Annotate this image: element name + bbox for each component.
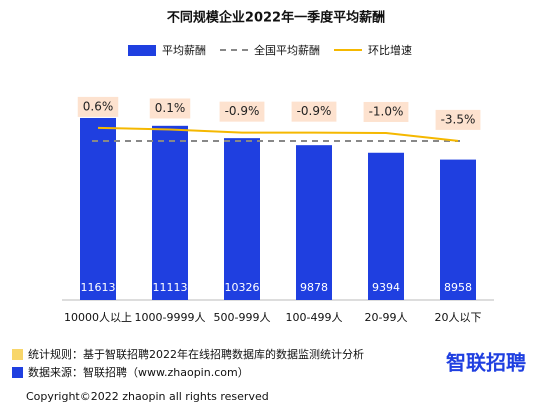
bar (224, 138, 260, 300)
note: 数据来源：智联招聘（www.zhaopin.com） (28, 365, 249, 379)
legend-swatch (128, 45, 156, 56)
rate-label-bg (77, 96, 119, 117)
rate-label-bg (435, 109, 481, 130)
rate-label: 0.6% (83, 99, 114, 113)
bar-label: 10326 (225, 281, 260, 294)
bar (368, 152, 404, 300)
rate-label: 0.1% (155, 101, 186, 115)
bar (152, 125, 188, 300)
legend-label: 平均薪酬 (162, 44, 206, 57)
bar-label: 9394 (372, 281, 400, 294)
legend-label: 全国平均薪酬 (254, 43, 320, 57)
x-tick-label: 1000-9999人 (135, 311, 206, 324)
bar-label: 11113 (153, 281, 188, 294)
bar-label: 11613 (81, 281, 116, 294)
bar (440, 159, 476, 300)
bar-label: 9878 (300, 281, 328, 294)
bar (80, 117, 116, 300)
bar (296, 145, 332, 300)
growth-line (97, 126, 459, 142)
note-marker (12, 349, 23, 360)
rate-label-bg (219, 101, 265, 122)
chart-title: 不同规模企业2022年一季度平均薪酬 (167, 10, 385, 26)
rate-label: -0.9% (225, 104, 260, 118)
legend-label: 环比增速 (368, 43, 412, 57)
logo: 智联招聘 (446, 351, 526, 375)
note-marker (12, 367, 23, 378)
x-tick-label: 20人以下 (435, 311, 482, 324)
x-tick-label: 100-499人 (286, 311, 343, 324)
note: 统计规则：基于智联招聘2022年在线招聘数据库的数据监测统计分析 (28, 347, 364, 361)
rate-label: -0.9% (297, 104, 332, 118)
x-tick-label: 500-999人 (214, 311, 271, 324)
rate-label-bg (291, 101, 337, 122)
rate-label-bg (149, 98, 191, 119)
rate-label: -3.5% (441, 112, 476, 126)
bar-label: 8958 (444, 281, 472, 294)
x-tick-label: 10000人以上 (64, 311, 132, 324)
rate-label-bg (363, 101, 409, 122)
rate-label: -1.0% (369, 104, 404, 118)
copyright: Copyright©2022 zhaopin all rights reserv… (26, 390, 269, 403)
x-tick-label: 20-99人 (365, 311, 408, 324)
